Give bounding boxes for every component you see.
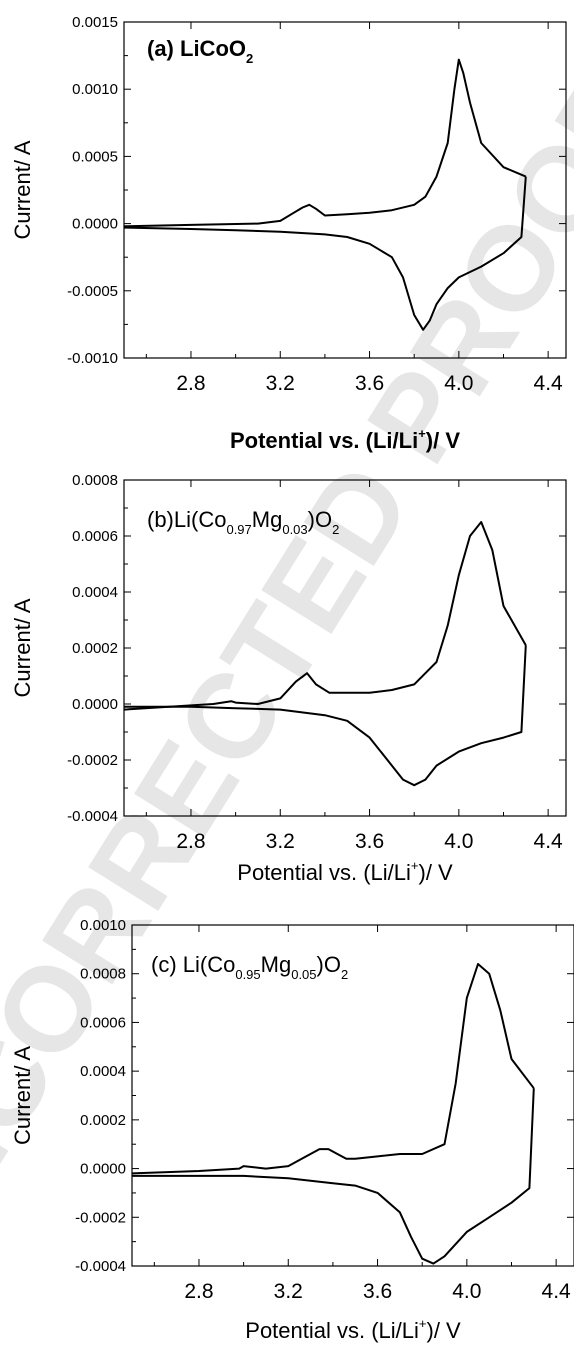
y-axis-title: Current/ A: [10, 140, 35, 239]
y-tick-label: -0.0005: [67, 283, 118, 300]
anodic-sweep-line: [123, 521, 527, 711]
chart-panel-b: 2.8 3.2 3.6 4.0 4.4 0.0008 0.0006 0.0004 0.0002 0…: [10, 472, 567, 885]
x-tick-label: 4.4: [534, 830, 564, 853]
chart-panels: 2.8 3.2 3.6 4.0 4.4 0.0015 0.0010 0.0005 0.0000 -…: [10, 14, 574, 1343]
x-axis-title-superscript: +: [418, 426, 426, 441]
y-tick-label: 0.0010: [72, 81, 118, 98]
panel-title-subscript: 0.03: [282, 522, 307, 537]
x-axis-title: Potential vs. (Li/Li+)/ V: [230, 426, 460, 453]
x-axis-title-unit: )/ V: [427, 1318, 462, 1343]
panel-title-part: (b)Li(Co: [147, 507, 226, 532]
y-tick-label: 0.0006: [72, 528, 118, 545]
x-tick-label: 4.0: [444, 372, 473, 395]
y-tick-label: 0.0000: [80, 1161, 126, 1178]
y-tick-label: 0.0008: [80, 966, 126, 983]
cathodic-sweep-line: [124, 645, 527, 787]
y-tick-label: -0.0010: [67, 350, 118, 367]
panel-title: (b)Li(Co0.97Mg0.03)O2: [147, 507, 339, 537]
panel-title-subscript: 2: [246, 51, 253, 66]
panel-title-subscript: 2: [332, 522, 339, 537]
panel-title-part: (c) Li(Co: [151, 952, 235, 977]
cathodic-sweep-line: [132, 1088, 535, 1265]
y-tick-label: 0.0005: [72, 148, 118, 165]
y-tick-label: 0.0000: [72, 696, 118, 713]
panel-title-part: Mg: [261, 952, 292, 977]
y-tick-label: 0.0015: [72, 14, 118, 31]
x-tick-label: 4.0: [452, 1280, 481, 1303]
x-tick-label: 3.6: [363, 1280, 392, 1303]
y-tick-label: 0.0006: [80, 1014, 126, 1031]
x-axis-title-main: Potential vs. (Li/Li: [230, 428, 418, 453]
chart-panel-c: 2.8 3.2 3.6 4.0 4.4 0.0010 0.0008 0.0006 0.0004 0…: [10, 917, 574, 1343]
x-tick-label: 2.8: [176, 372, 205, 395]
x-tick-label: 3.6: [355, 830, 384, 853]
x-tick-label: 4.4: [534, 372, 564, 395]
panel-title-subscript: 0.05: [291, 967, 316, 982]
x-axis-title-superscript: +: [419, 1316, 427, 1331]
y-tick-label: 0.0008: [72, 472, 118, 489]
y-tick-label: 0.0000: [72, 216, 118, 233]
chart-panel-a: 2.8 3.2 3.6 4.0 4.4 0.0015 0.0010 0.0005 0.0000 -…: [10, 14, 567, 453]
anodic-sweep-line: [131, 963, 535, 1175]
x-tick-label: 3.2: [266, 372, 295, 395]
panel-title-subscript: 0.95: [235, 967, 260, 982]
panel-title: (a) LiCoO2: [147, 36, 253, 66]
y-axis-title: Current/ A: [10, 598, 35, 697]
y-tick-label: 0.0002: [72, 640, 118, 657]
panel-title: (c) Li(Co0.95Mg0.05)O2: [151, 952, 348, 982]
y-tick-label: 0.0002: [80, 1112, 126, 1129]
x-axis-title: Potential vs. (Li/Li+)/ V: [237, 858, 453, 885]
x-axis-title-unit: )/ V: [419, 860, 454, 885]
x-tick-label: 3.6: [355, 372, 384, 395]
cathodic-sweep-line: [123, 176, 527, 331]
y-tick-label: -0.0004: [75, 1258, 126, 1275]
x-tick-label: 4.4: [542, 1280, 572, 1303]
anodic-sweep-line: [123, 58, 527, 228]
x-axis-title-main: Potential vs. (Li/Li: [245, 1318, 419, 1343]
panel-title-subscript: 2: [341, 967, 348, 982]
x-axis-title-superscript: +: [411, 858, 419, 873]
x-tick-label: 2.8: [176, 830, 205, 853]
x-tick-label: 3.2: [266, 830, 295, 853]
x-tick-label: 2.8: [184, 1280, 213, 1303]
panel-title-part: Mg: [252, 507, 283, 532]
panel-title-part: )O: [308, 507, 332, 532]
y-tick-label: -0.0004: [67, 808, 118, 825]
panel-title-subscript: 0.97: [226, 522, 251, 537]
y-tick-label: 0.0004: [72, 584, 118, 601]
x-tick-label: 3.2: [274, 1280, 303, 1303]
panel-title-main: (a) LiCoO: [147, 36, 246, 61]
y-tick-label: -0.0002: [75, 1209, 126, 1226]
y-tick-label: 0.0004: [80, 1063, 126, 1080]
x-axis-title-unit: )/ V: [426, 428, 461, 453]
y-axis-title: Current/ A: [10, 1046, 35, 1145]
y-tick-label: 0.0010: [80, 917, 126, 934]
x-axis-title: Potential vs. (Li/Li+)/ V: [245, 1316, 461, 1343]
x-tick-label: 4.0: [444, 830, 473, 853]
x-axis-title-main: Potential vs. (Li/Li: [237, 860, 411, 885]
y-tick-label: -0.0002: [67, 752, 118, 769]
panel-title-part: )O: [317, 952, 341, 977]
